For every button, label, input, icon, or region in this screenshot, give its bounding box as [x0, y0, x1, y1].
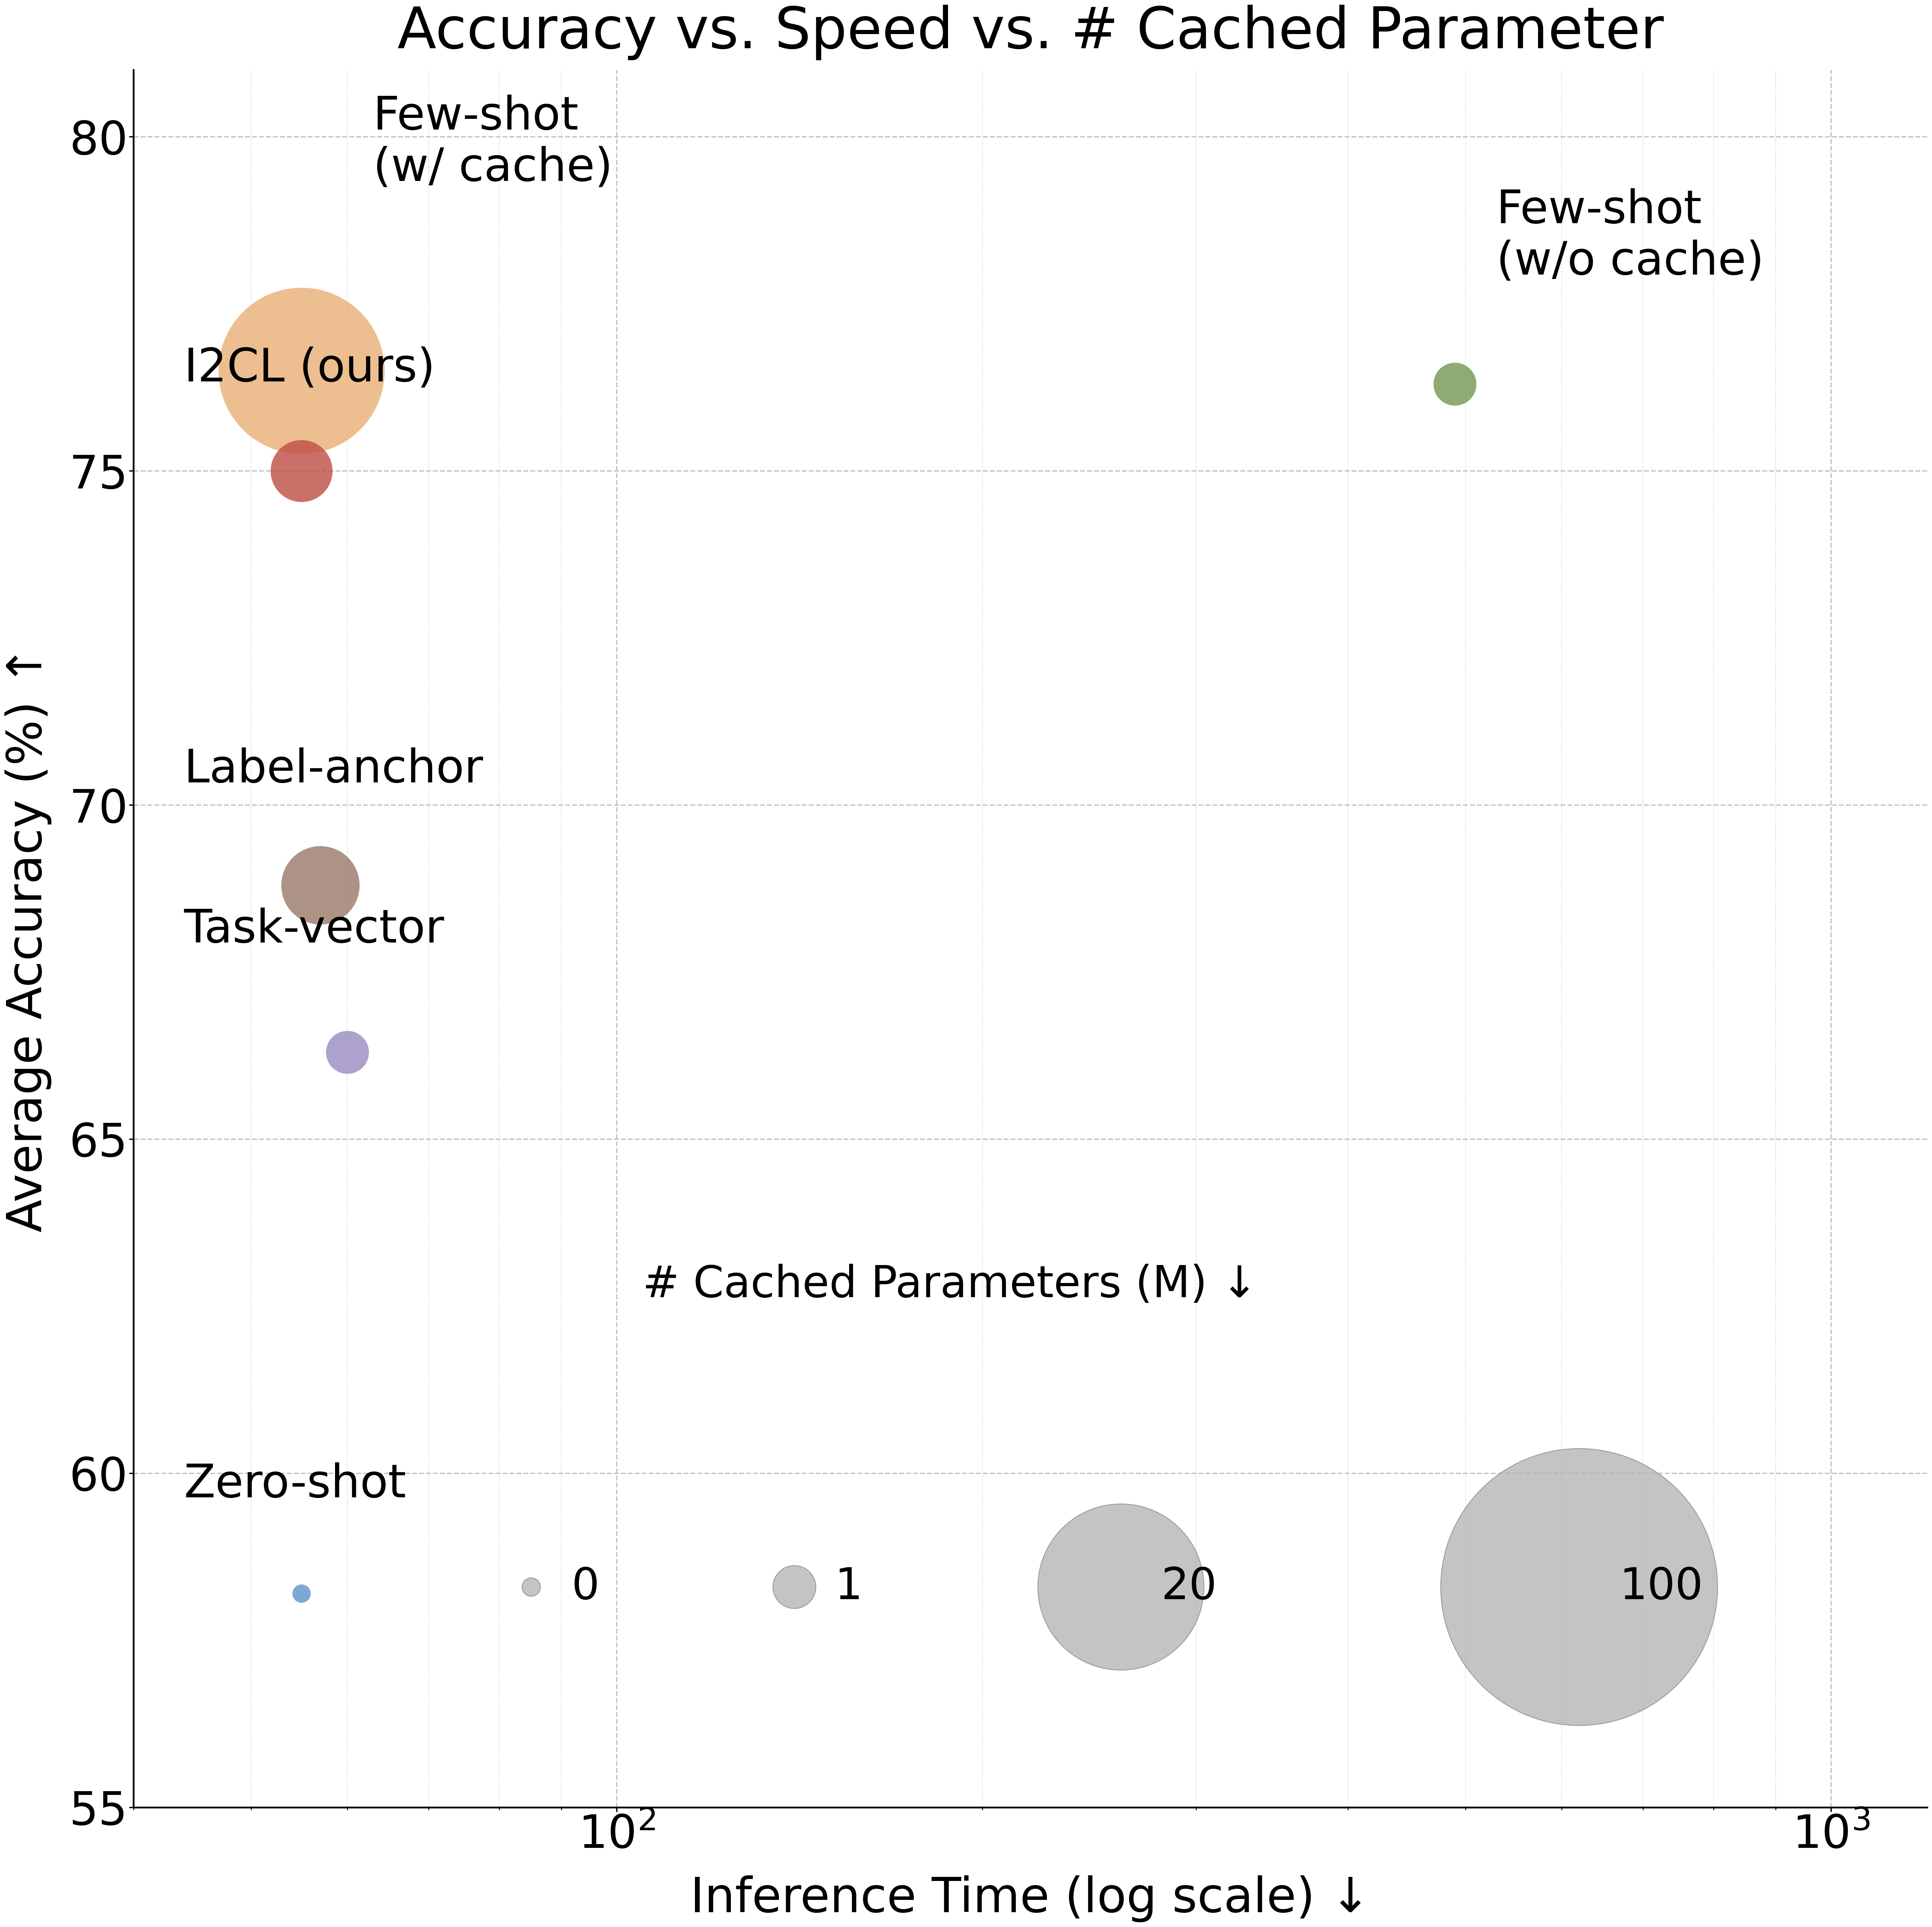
- Point: [286, 1578, 317, 1609]
- Point: [286, 355, 317, 385]
- Text: I2CL (ours): I2CL (ours): [184, 347, 435, 391]
- Text: Few-shot
(w/o cache): Few-shot (w/o cache): [1495, 189, 1764, 283]
- Text: Label-anchor: Label-anchor: [184, 748, 483, 792]
- Text: Few-shot
(w/ cache): Few-shot (w/ cache): [373, 94, 612, 191]
- Point: [332, 1037, 363, 1068]
- Point: [1439, 368, 1470, 399]
- X-axis label: Inference Time (log scale) ↓: Inference Time (log scale) ↓: [690, 1875, 1370, 1923]
- Text: 20: 20: [1161, 1565, 1217, 1609]
- Text: 0: 0: [572, 1565, 599, 1609]
- Text: Task-vector: Task-vector: [184, 908, 444, 952]
- Text: 100: 100: [1619, 1565, 1704, 1609]
- Text: Zero-shot: Zero-shot: [184, 1463, 406, 1507]
- Point: [516, 1572, 547, 1603]
- Point: [1563, 1572, 1594, 1603]
- Text: # Cached Parameters (M) ↓: # Cached Parameters (M) ↓: [643, 1264, 1258, 1307]
- Point: [286, 455, 317, 486]
- Text: 1: 1: [835, 1565, 864, 1609]
- Title: Accuracy vs. Speed vs. # Cached Parameter: Accuracy vs. Speed vs. # Cached Paramete…: [398, 4, 1663, 60]
- Point: [305, 869, 336, 900]
- Point: [1105, 1572, 1136, 1603]
- Point: [779, 1572, 810, 1603]
- Y-axis label: Average Accuracy (%) ↑: Average Accuracy (%) ↑: [4, 646, 52, 1231]
